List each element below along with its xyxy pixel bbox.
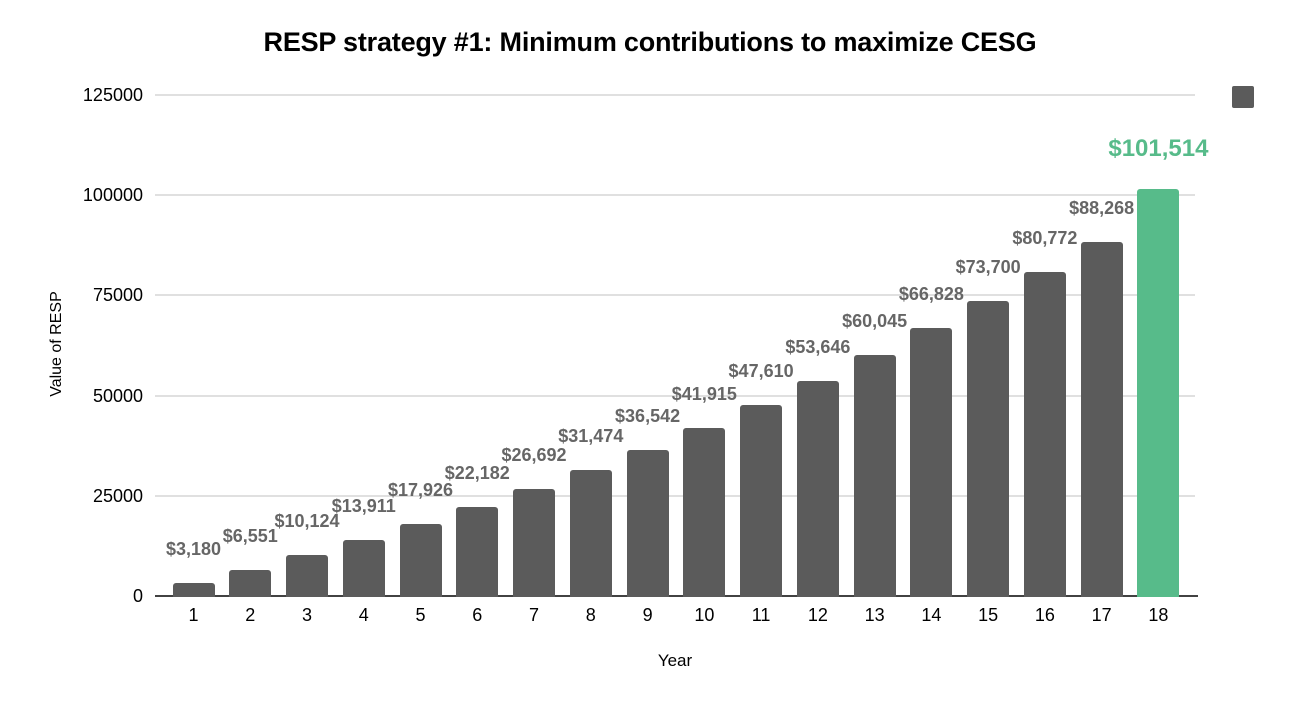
bar-value-label: $73,700 [955,256,1021,277]
bar-value-label: $66,828 [898,284,964,305]
y-tick-label: 100000 [82,185,143,206]
bar-year-4 [342,540,385,597]
bar-year-9 [626,449,669,597]
x-axis-line [155,595,1198,597]
bar-value-label: $31,474 [558,425,624,446]
bar-value-label: $17,926 [387,480,454,501]
bar-year-3 [286,555,329,597]
bar-year-12 [796,380,839,597]
gridline [155,494,1195,497]
x-tick-label: 5 [415,605,426,625]
bar-value-label: $101,514 [1108,135,1209,163]
x-tick-label: 7 [529,605,540,625]
y-tick-label: 25000 [92,485,143,506]
bar-value-label: $26,692 [501,445,567,466]
bar-year-10 [683,428,726,597]
x-tick-label: 1 [188,605,199,625]
bar-value-label: $88,268 [1069,198,1135,219]
bar-value-label: $3,180 [165,539,222,560]
bar-year-17 [1080,242,1123,597]
legend-swatch [1232,86,1254,108]
bar-year-13 [853,355,896,597]
y-tick-label: 0 [132,586,143,606]
x-tick-label: 3 [302,605,313,625]
bar-year-8 [569,469,612,597]
bar-value-label: $80,772 [1012,228,1078,249]
bar-value-label: $47,610 [728,361,794,382]
x-tick-label: 13 [864,605,885,625]
x-tick-label: 10 [694,605,715,625]
bar-year-15 [967,300,1010,597]
bar-value-label: $22,182 [444,463,510,484]
bar-year-6 [456,507,499,597]
gridline [155,94,1195,96]
y-tick-label: 50000 [92,385,143,406]
x-tick-label: 2 [245,605,256,625]
bar-value-label: $53,646 [785,336,851,357]
bar-year-14 [910,328,953,597]
bar-year-5 [399,524,442,597]
bar-year-18 [1137,189,1180,597]
bar-year-16 [1023,272,1066,597]
gridline [155,194,1195,197]
bar-value-label: $10,124 [274,511,340,532]
x-tick-label: 16 [1034,605,1055,625]
bar-year-2 [229,569,272,597]
bar-value-label: $6,551 [222,525,278,546]
x-tick-label: 9 [642,605,653,625]
bar-value-label: $36,542 [615,405,681,426]
y-axis-title: Value of RESP [48,291,65,397]
gridline [155,294,1195,297]
bar-value-label: $41,915 [671,384,737,404]
bar-year-11 [740,405,783,597]
x-tick-label: 6 [472,605,483,625]
gridline [155,394,1195,397]
y-tick-label: 125000 [82,85,143,105]
x-tick-label: 8 [585,605,596,625]
bar-year-7 [513,489,556,597]
bar-value-label: $60,045 [842,311,908,332]
x-tick-label: 14 [921,605,942,625]
y-tick-label: 75000 [92,285,143,306]
chart-title: RESP strategy #1: Minimum contributions … [263,27,1037,57]
x-tick-label: 17 [1091,605,1112,625]
x-tick-label: 15 [978,605,999,625]
x-tick-label: 12 [807,605,828,625]
bar-year-1 [172,583,215,597]
x-axis-title: Year [657,651,693,670]
x-tick-label: 4 [358,605,369,625]
x-tick-label: 11 [751,605,771,625]
x-tick-label: 18 [1148,605,1169,625]
bar-value-label: $13,911 [331,496,396,517]
